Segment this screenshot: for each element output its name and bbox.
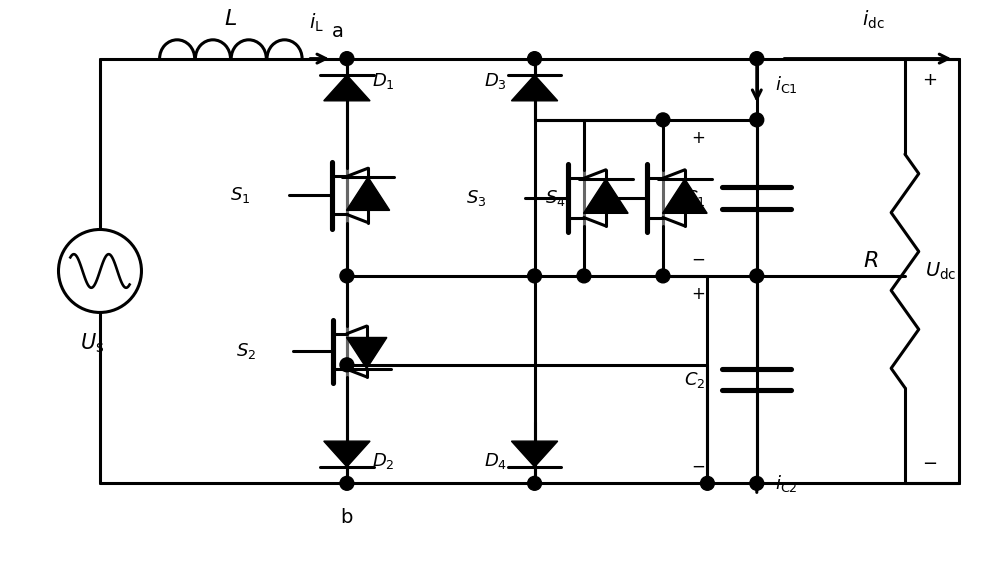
- Circle shape: [528, 269, 541, 283]
- Text: $-$: $-$: [691, 457, 705, 474]
- Text: $D_3$: $D_3$: [484, 71, 507, 91]
- Circle shape: [340, 477, 354, 490]
- Text: $\rm b$: $\rm b$: [340, 508, 354, 527]
- Polygon shape: [346, 177, 390, 210]
- Polygon shape: [663, 179, 707, 213]
- Text: $+$: $+$: [691, 285, 705, 302]
- Circle shape: [750, 477, 764, 490]
- Text: $i_{\rm C1}$: $i_{\rm C1}$: [775, 74, 797, 95]
- Text: $D_2$: $D_2$: [372, 451, 394, 470]
- Text: $S_3$: $S_3$: [466, 188, 487, 208]
- Text: $+$: $+$: [922, 71, 937, 89]
- Text: $R$: $R$: [863, 251, 878, 271]
- Circle shape: [701, 477, 714, 490]
- Circle shape: [656, 113, 670, 126]
- Text: $C_2$: $C_2$: [684, 370, 705, 390]
- Text: $S_1$: $S_1$: [230, 185, 250, 205]
- Text: $U_{\rm dc}$: $U_{\rm dc}$: [925, 260, 956, 282]
- Circle shape: [577, 269, 591, 283]
- Text: $i_{\rm dc}$: $i_{\rm dc}$: [862, 9, 884, 31]
- Text: $+$: $+$: [691, 129, 705, 147]
- Text: $\rm a$: $\rm a$: [331, 22, 343, 41]
- Circle shape: [528, 477, 541, 490]
- Circle shape: [656, 269, 670, 283]
- Text: $L$: $L$: [224, 9, 237, 29]
- Text: $S_4$: $S_4$: [545, 188, 566, 208]
- Text: $D_1$: $D_1$: [372, 71, 394, 91]
- Polygon shape: [324, 75, 370, 101]
- Text: $i_{\rm L}$: $i_{\rm L}$: [309, 12, 324, 34]
- Polygon shape: [324, 441, 370, 467]
- Text: $-$: $-$: [691, 249, 705, 267]
- Text: $S_2$: $S_2$: [236, 342, 256, 362]
- Text: $D_4$: $D_4$: [484, 451, 507, 470]
- Text: $U_{\rm s}$: $U_{\rm s}$: [80, 331, 104, 355]
- Text: $C_1$: $C_1$: [684, 188, 705, 208]
- Polygon shape: [511, 441, 558, 467]
- Circle shape: [528, 52, 541, 66]
- Text: $-$: $-$: [922, 453, 937, 470]
- Circle shape: [340, 52, 354, 66]
- Circle shape: [750, 269, 764, 283]
- Polygon shape: [583, 179, 628, 213]
- Polygon shape: [511, 75, 558, 101]
- Circle shape: [340, 269, 354, 283]
- Circle shape: [750, 52, 764, 66]
- Text: $i_{\rm C2}$: $i_{\rm C2}$: [775, 473, 797, 494]
- Circle shape: [750, 113, 764, 126]
- Polygon shape: [346, 338, 387, 369]
- Circle shape: [340, 358, 354, 371]
